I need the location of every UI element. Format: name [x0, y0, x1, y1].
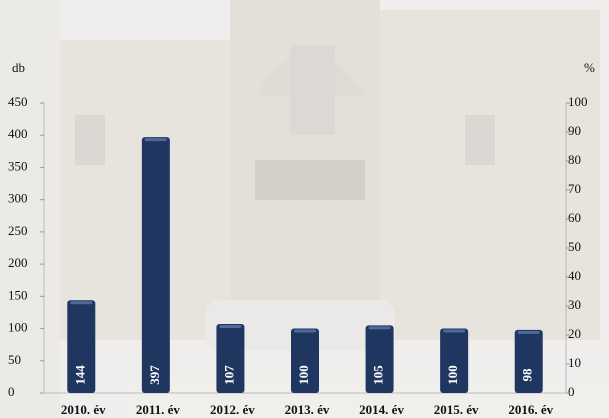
value-label: 100 — [445, 365, 460, 385]
x-tick-label: 2010. év — [61, 402, 106, 417]
bar — [514, 329, 543, 393]
y2-tick-label: 0 — [568, 384, 575, 399]
y-axis-label: db — [12, 60, 25, 75]
y-tick-label: 350 — [8, 158, 28, 173]
x-tick-label: 2015. év — [434, 402, 479, 417]
x-tick-label: 2013. év — [285, 402, 330, 417]
bar — [365, 325, 394, 393]
y-tick-label: 100 — [8, 320, 28, 335]
y2-tick-label: 80 — [568, 152, 581, 167]
y-tick-label: 200 — [8, 255, 28, 270]
y2-tick-label: 40 — [568, 268, 581, 283]
value-label: 100 — [296, 365, 311, 385]
y-tick-label: 150 — [8, 287, 28, 302]
value-label: 144 — [72, 365, 87, 385]
y-tick-label: 300 — [8, 191, 28, 206]
bar-highlight — [294, 329, 316, 333]
value-label: 397 — [147, 365, 162, 385]
y-tick-label: 250 — [8, 223, 28, 238]
bar — [141, 137, 170, 393]
bar — [291, 328, 319, 393]
bar-highlight — [368, 326, 391, 330]
y2-tick-label: 60 — [568, 210, 581, 225]
bar-highlight — [70, 301, 93, 305]
x-tick-label: 2014. év — [359, 402, 404, 417]
x-tick-label: 2016. év — [508, 402, 553, 417]
y2-tick-label: 90 — [568, 123, 581, 138]
y2-tick-label: 100 — [568, 94, 588, 109]
bar-highlight — [144, 138, 167, 142]
value-label: 105 — [371, 365, 386, 385]
bar-highlight — [443, 329, 466, 333]
y2-tick-label: 10 — [568, 355, 581, 370]
bar — [216, 324, 245, 393]
bar — [440, 328, 469, 393]
y2-tick-label: 50 — [568, 239, 581, 254]
bar — [67, 300, 96, 393]
y-tick-label: 0 — [8, 384, 15, 399]
y2-tick-label: 70 — [568, 181, 581, 196]
bar-highlight — [219, 325, 242, 329]
y-tick-label: 50 — [8, 352, 21, 367]
y-tick-label: 450 — [8, 94, 28, 109]
y-tick-label: 400 — [8, 126, 28, 141]
value-label: 98 — [520, 368, 535, 382]
x-tick-label: 2012. év — [210, 402, 255, 417]
y2-axis-label: % — [584, 60, 595, 75]
bar-highlight — [517, 330, 540, 334]
value-label: 107 — [221, 365, 236, 385]
y2-tick-label: 30 — [568, 297, 581, 312]
y2-tick-label: 20 — [568, 326, 581, 341]
x-tick-label: 2011. év — [136, 402, 181, 417]
